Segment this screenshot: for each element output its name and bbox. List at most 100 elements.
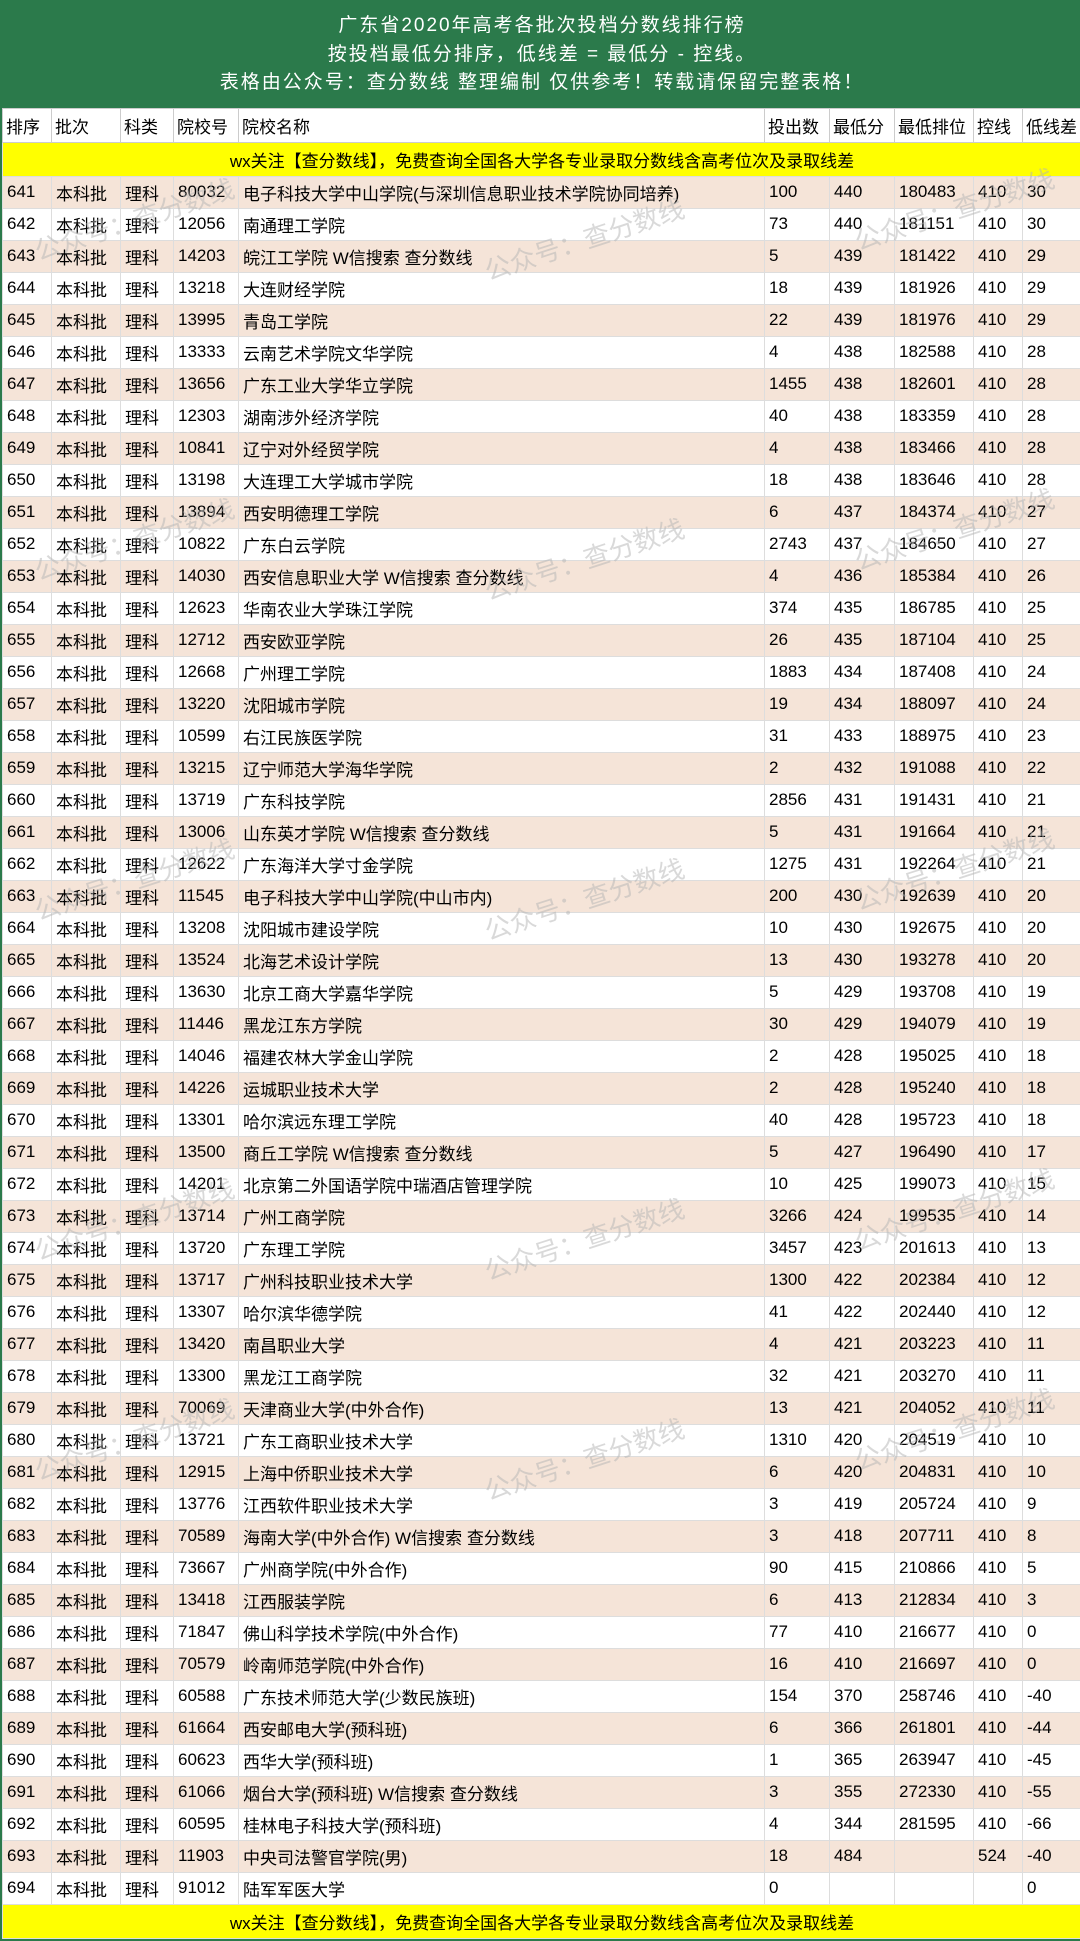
table-cell: 410 xyxy=(974,1712,1023,1744)
table-cell: 青岛工学院 xyxy=(239,304,765,336)
table-row: 691本科批理科61066烟台大学(预科班) W信搜索 查分数线33552723… xyxy=(3,1776,1080,1808)
table-cell: 676 xyxy=(3,1296,52,1328)
table-cell: 431 xyxy=(830,784,895,816)
table-cell: 410 xyxy=(974,944,1023,976)
table-cell: 江西服装学院 xyxy=(239,1584,765,1616)
table-cell: 29 xyxy=(1023,272,1080,304)
table-row: 688本科批理科60588广东技术师范大学(少数民族班)154370258746… xyxy=(3,1680,1080,1712)
table-row: 656本科批理科12668广州理工学院188343418740841024 xyxy=(3,656,1080,688)
table-cell: 本科批 xyxy=(52,592,121,624)
table-cell: 2743 xyxy=(765,528,830,560)
table-row: 687本科批理科70579岭南师范学院(中外合作)164102166974100 xyxy=(3,1648,1080,1680)
table-cell: 3 xyxy=(1023,1584,1080,1616)
table-cell: 60595 xyxy=(174,1808,239,1840)
table-cell: 428 xyxy=(830,1040,895,1072)
table-row: 652本科批理科10822广东白云学院274343718465041027 xyxy=(3,528,1080,560)
table-cell: 201613 xyxy=(895,1232,974,1264)
table-cell: 电子科技大学中山学院(中山市内) xyxy=(239,880,765,912)
table-cell: 28 xyxy=(1023,336,1080,368)
table-cell: 理科 xyxy=(121,1328,174,1360)
table-row: 672本科批理科14201北京第二外国语学院中瑞酒店管理学院1042519907… xyxy=(3,1168,1080,1200)
table-cell: 4 xyxy=(765,336,830,368)
table-cell: 理科 xyxy=(121,720,174,752)
table-cell: 192675 xyxy=(895,912,974,944)
table-cell: 理科 xyxy=(121,304,174,336)
table-cell: 大连理工大学城市学院 xyxy=(239,464,765,496)
table-cell: 685 xyxy=(3,1584,52,1616)
table-cell: 27 xyxy=(1023,496,1080,528)
table-cell: 理科 xyxy=(121,1424,174,1456)
table-cell: 180483 xyxy=(895,176,974,208)
table-cell: 410 xyxy=(974,1808,1023,1840)
table-cell: 本科批 xyxy=(52,880,121,912)
table-cell: 理科 xyxy=(121,1264,174,1296)
table-cell: 680 xyxy=(3,1424,52,1456)
table-cell xyxy=(895,1872,974,1904)
table-cell: 6 xyxy=(765,496,830,528)
table-cell: 13719 xyxy=(174,784,239,816)
table-cell: 23 xyxy=(1023,720,1080,752)
table-cell: 理科 xyxy=(121,208,174,240)
table-cell: 410 xyxy=(974,1360,1023,1392)
table-cell: 13656 xyxy=(174,368,239,400)
table-cell: 366 xyxy=(830,1712,895,1744)
table-cell: 广州科技职业技术大学 xyxy=(239,1264,765,1296)
table-row: 647本科批理科13656广东工业大学华立学院14554381826014102… xyxy=(3,368,1080,400)
table-cell: 650 xyxy=(3,464,52,496)
table-cell: 181976 xyxy=(895,304,974,336)
table-cell: 6 xyxy=(765,1456,830,1488)
table-cell: 438 xyxy=(830,368,895,400)
table-cell: 12303 xyxy=(174,400,239,432)
table-cell: 655 xyxy=(3,624,52,656)
table-cell: 岭南师范学院(中外合作) xyxy=(239,1648,765,1680)
table-cell: 420 xyxy=(830,1424,895,1456)
table-cell: 12622 xyxy=(174,848,239,880)
table-cell: 60623 xyxy=(174,1744,239,1776)
table-cell: 西安信息职业大学 W信搜索 查分数线 xyxy=(239,560,765,592)
table-cell: 434 xyxy=(830,656,895,688)
table-cell: 281595 xyxy=(895,1808,974,1840)
table-cell: 410 xyxy=(974,400,1023,432)
table-cell: 理科 xyxy=(121,496,174,528)
table-cell: 1310 xyxy=(765,1424,830,1456)
table-cell: 理科 xyxy=(121,176,174,208)
table-cell: 本科批 xyxy=(52,624,121,656)
table-row: 654本科批理科12623华南农业大学珠江学院37443518678541025 xyxy=(3,592,1080,624)
table-cell: 410 xyxy=(974,1776,1023,1808)
col-count: 投出数 xyxy=(765,108,830,142)
banner-top: wx关注【查分数线】，免费查询全国各大学各专业录取分数线含高考位次及录取线差 xyxy=(3,142,1080,176)
table-cell: 642 xyxy=(3,208,52,240)
table-cell: 644 xyxy=(3,272,52,304)
table-cell: 理科 xyxy=(121,1392,174,1424)
table-cell: 413 xyxy=(830,1584,895,1616)
table-cell: 11 xyxy=(1023,1392,1080,1424)
table-cell: 理科 xyxy=(121,464,174,496)
table-cell: 410 xyxy=(974,1168,1023,1200)
table-row: 664本科批理科13208沈阳城市建设学院1043019267541020 xyxy=(3,912,1080,944)
table-cell: 439 xyxy=(830,272,895,304)
table-cell: 418 xyxy=(830,1520,895,1552)
table-cell: 13006 xyxy=(174,816,239,848)
table-cell: 656 xyxy=(3,656,52,688)
table-row: 666本科批理科13630北京工商大学嘉华学院542919370841019 xyxy=(3,976,1080,1008)
table-cell: 27 xyxy=(1023,528,1080,560)
table-cell: 410 xyxy=(974,1616,1023,1648)
header-line-3: 表格由公众号：查分数线 整理编制 仅供参考！转载请保留完整表格！ xyxy=(2,69,1080,98)
table-cell: 10 xyxy=(765,912,830,944)
table-cell: 本科批 xyxy=(52,1360,121,1392)
table-cell: 本科批 xyxy=(52,496,121,528)
table-cell: 682 xyxy=(3,1488,52,1520)
table-row: 680本科批理科13721广东工商职业技术大学13104202045194101… xyxy=(3,1424,1080,1456)
table-cell: 陆军军医大学 xyxy=(239,1872,765,1904)
table-cell: 410 xyxy=(974,1328,1023,1360)
table-cell: 672 xyxy=(3,1168,52,1200)
table-row: 678本科批理科13300黑龙江工商学院3242120327041011 xyxy=(3,1360,1080,1392)
table-cell: 432 xyxy=(830,752,895,784)
table-cell: 14046 xyxy=(174,1040,239,1072)
table-cell: 661 xyxy=(3,816,52,848)
table-cell: 2856 xyxy=(765,784,830,816)
table-cell: 1883 xyxy=(765,656,830,688)
table-cell: 3 xyxy=(765,1488,830,1520)
table-cell: 686 xyxy=(3,1616,52,1648)
table-cell: 商丘工学院 W信搜索 查分数线 xyxy=(239,1136,765,1168)
